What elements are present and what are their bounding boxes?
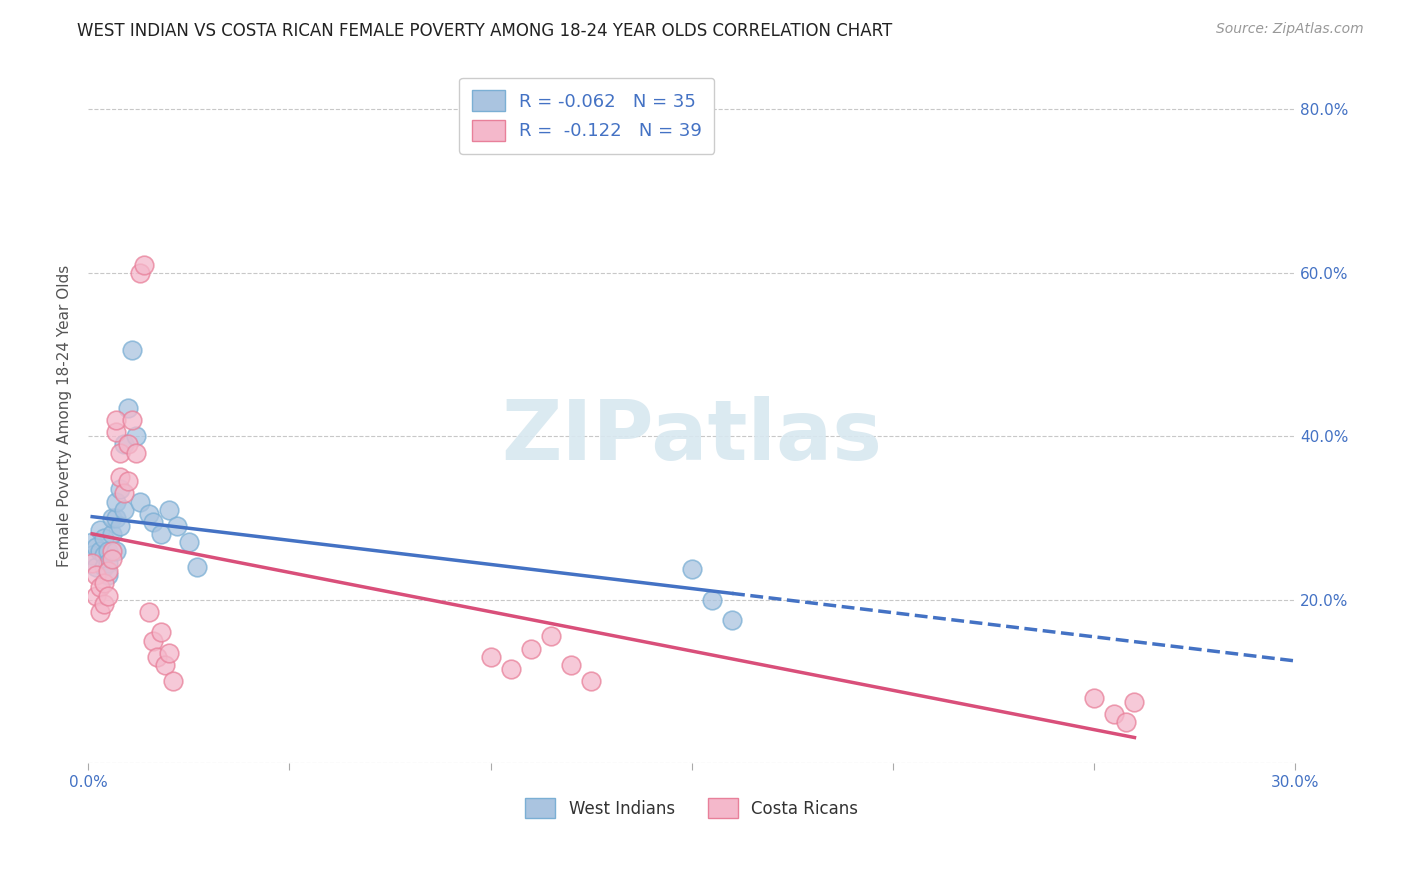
Point xyxy=(110,519,132,533)
Point xyxy=(141,633,163,648)
Point xyxy=(121,343,143,358)
Point xyxy=(105,413,128,427)
Point xyxy=(97,589,120,603)
Point xyxy=(110,470,132,484)
Point xyxy=(145,649,167,664)
Point xyxy=(700,592,723,607)
Point xyxy=(1104,707,1126,722)
Point xyxy=(105,511,128,525)
Point xyxy=(520,641,543,656)
Point xyxy=(97,543,120,558)
Point xyxy=(89,581,111,595)
Point xyxy=(101,551,124,566)
Point xyxy=(89,543,111,558)
Point xyxy=(186,560,208,574)
Point xyxy=(479,649,502,664)
Point xyxy=(82,548,104,562)
Point xyxy=(110,483,132,497)
Point xyxy=(105,425,128,439)
Point xyxy=(499,662,522,676)
Point xyxy=(1115,715,1137,730)
Point xyxy=(89,605,111,619)
Point xyxy=(110,445,132,459)
Point xyxy=(138,507,160,521)
Point xyxy=(121,413,143,427)
Point xyxy=(149,625,172,640)
Point xyxy=(117,474,139,488)
Point xyxy=(84,560,107,574)
Point xyxy=(105,494,128,508)
Point xyxy=(153,658,176,673)
Text: Source: ZipAtlas.com: Source: ZipAtlas.com xyxy=(1216,22,1364,37)
Point xyxy=(125,445,148,459)
Point xyxy=(93,532,115,546)
Point xyxy=(84,568,107,582)
Text: ZIPatlas: ZIPatlas xyxy=(502,396,883,477)
Point xyxy=(97,564,120,578)
Point xyxy=(162,674,184,689)
Point xyxy=(112,486,135,500)
Point xyxy=(129,266,152,280)
Point xyxy=(141,515,163,529)
Point xyxy=(101,511,124,525)
Point xyxy=(97,556,120,570)
Point xyxy=(579,674,602,689)
Point xyxy=(93,560,115,574)
Point xyxy=(560,658,582,673)
Point xyxy=(84,589,107,603)
Legend: West Indians, Costa Ricans: West Indians, Costa Ricans xyxy=(519,792,865,824)
Point xyxy=(97,568,120,582)
Point xyxy=(117,401,139,415)
Point xyxy=(177,535,200,549)
Point xyxy=(89,523,111,537)
Point xyxy=(82,556,104,570)
Point xyxy=(84,540,107,554)
Point xyxy=(1083,690,1105,705)
Point xyxy=(93,548,115,562)
Point xyxy=(112,503,135,517)
Point xyxy=(681,561,703,575)
Point xyxy=(129,494,152,508)
Point xyxy=(157,503,180,517)
Point xyxy=(82,535,104,549)
Point xyxy=(112,437,135,451)
Point xyxy=(1123,695,1146,709)
Point xyxy=(166,519,188,533)
Point xyxy=(117,437,139,451)
Point xyxy=(157,646,180,660)
Point xyxy=(101,527,124,541)
Point xyxy=(101,543,124,558)
Point xyxy=(721,613,744,627)
Point xyxy=(134,258,156,272)
Point xyxy=(93,597,115,611)
Point xyxy=(149,527,172,541)
Text: WEST INDIAN VS COSTA RICAN FEMALE POVERTY AMONG 18-24 YEAR OLDS CORRELATION CHAR: WEST INDIAN VS COSTA RICAN FEMALE POVERT… xyxy=(77,22,893,40)
Y-axis label: Female Poverty Among 18-24 Year Olds: Female Poverty Among 18-24 Year Olds xyxy=(58,265,72,567)
Point xyxy=(93,576,115,591)
Point xyxy=(540,630,562,644)
Point xyxy=(138,605,160,619)
Point xyxy=(105,543,128,558)
Point xyxy=(125,429,148,443)
